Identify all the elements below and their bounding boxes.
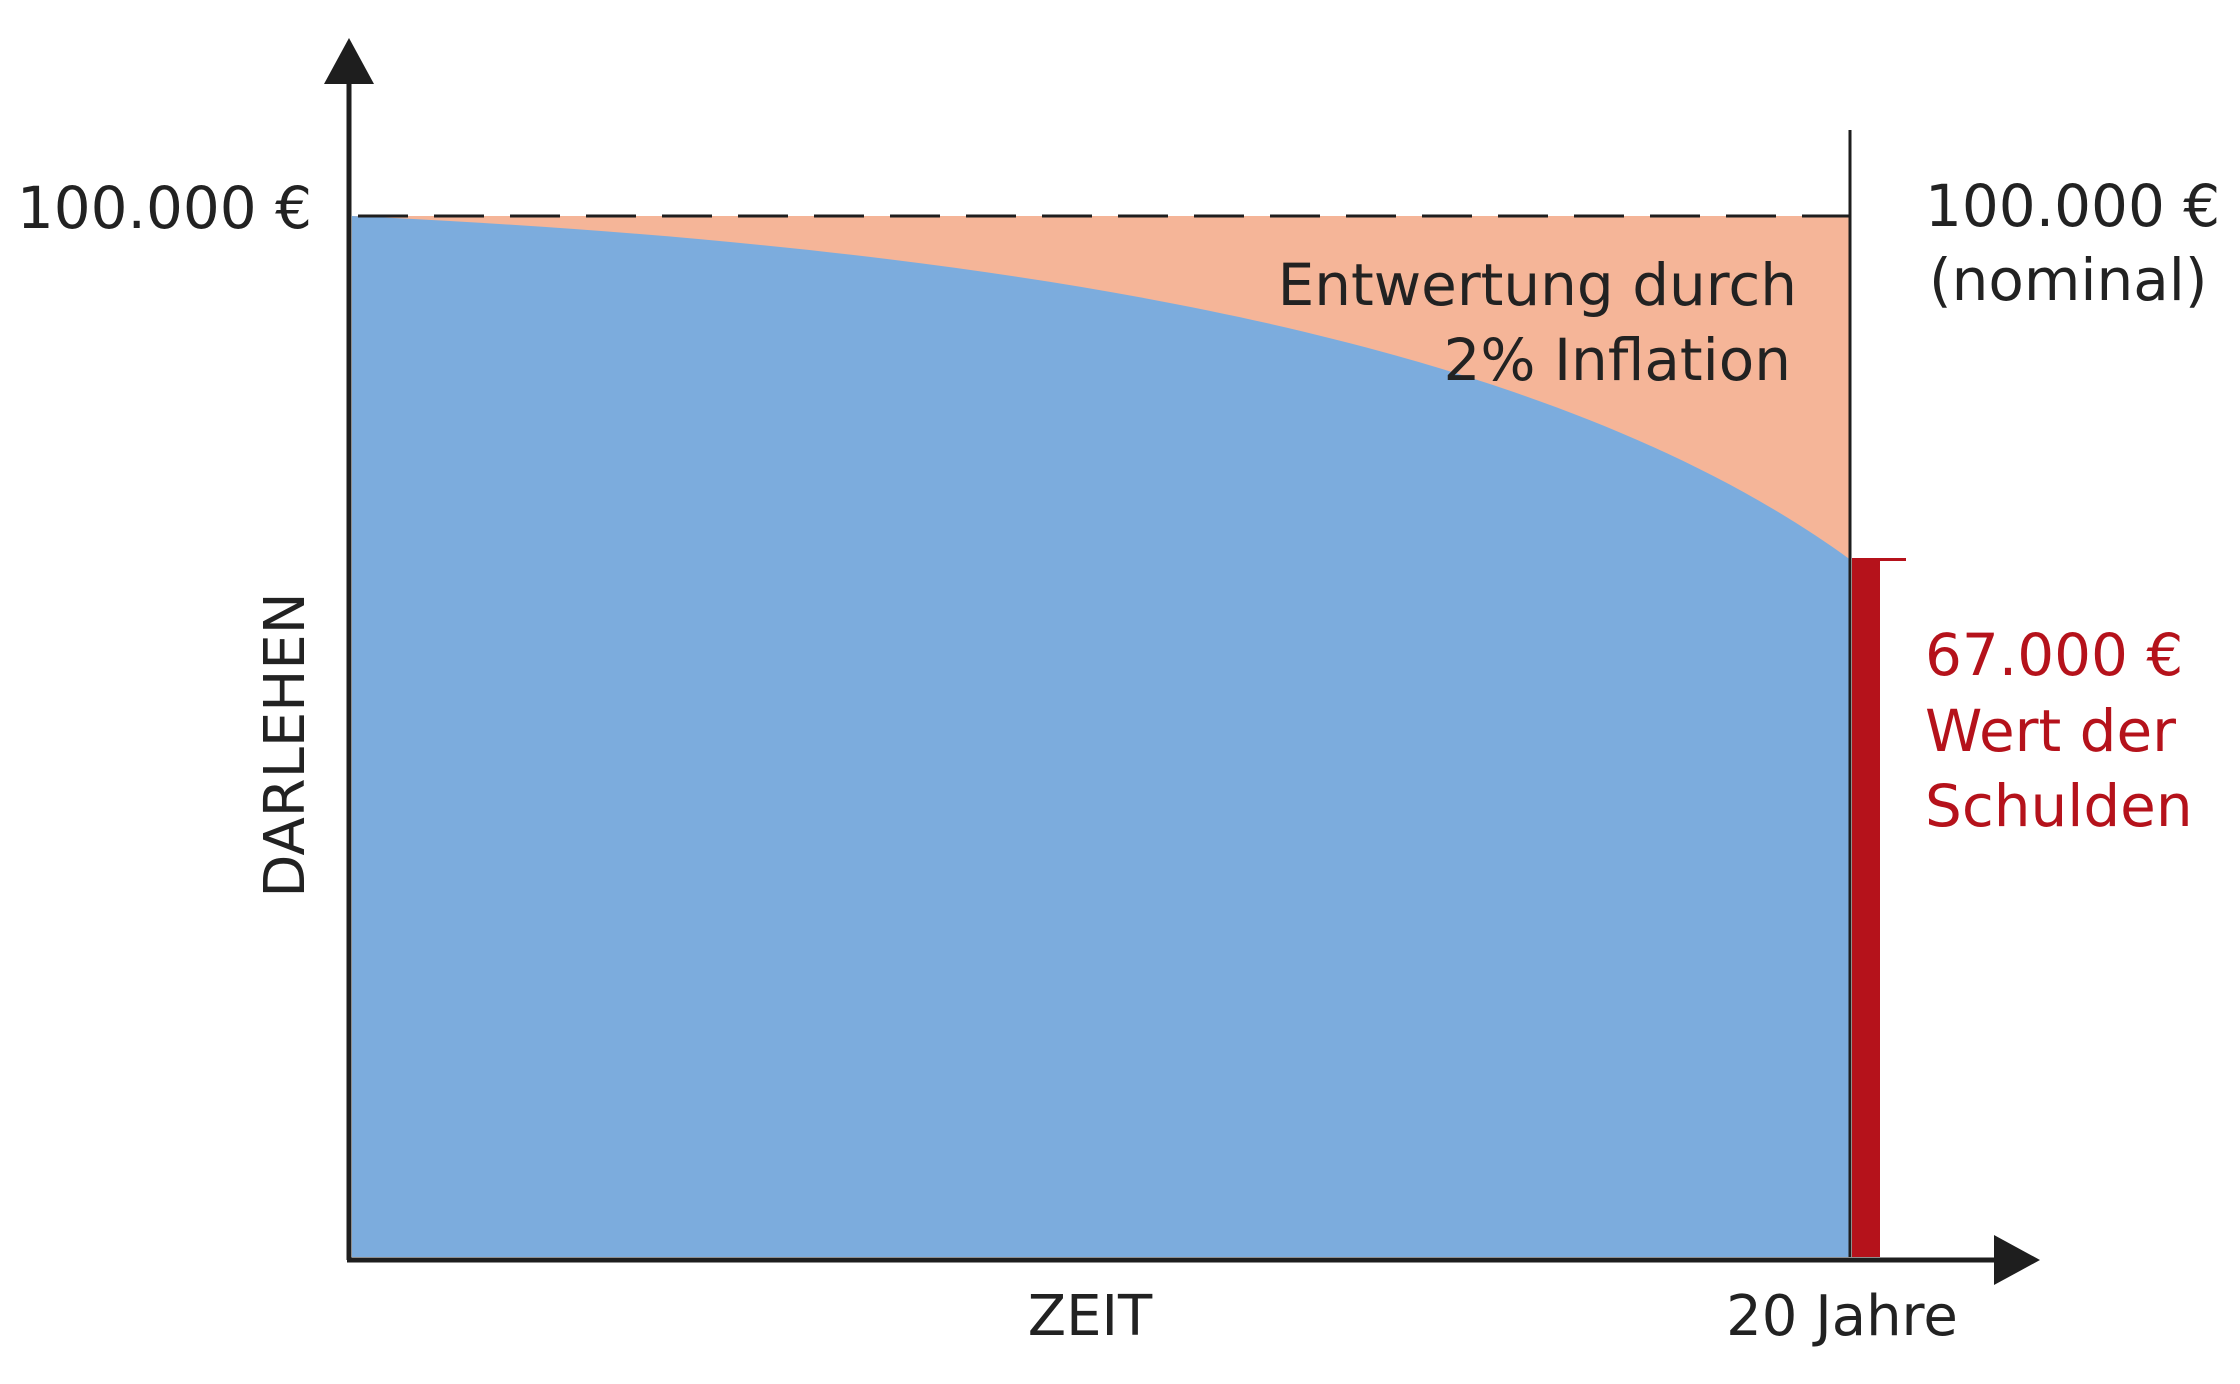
nominal-value-label-left: 100.000 €	[17, 174, 312, 242]
nominal-value-label-right: 100.000 €	[1925, 172, 2220, 240]
inflation-annotation-line1: Entwertung durch	[1278, 251, 1797, 319]
x-axis-end-label: 20 Jahre	[1726, 1284, 1958, 1349]
end-caption-line1: Wert der	[1925, 697, 2176, 765]
nominal-caption: (nominal)	[1929, 246, 2208, 314]
end-value-label: 67.000 €	[1925, 621, 2183, 689]
y-axis-arrowhead	[324, 38, 374, 84]
x-axis-label: ZEIT	[1028, 1284, 1153, 1349]
real-value-area	[352, 216, 1850, 1257]
end-caption-line2: Schulden	[1925, 772, 2193, 840]
y-axis-label: DARLEHEN	[253, 592, 318, 897]
real-debt-value-bar	[1852, 559, 1880, 1257]
inflation-annotation-line2: 2% Inflation	[1444, 326, 1792, 394]
x-axis-arrowhead	[1994, 1235, 2040, 1285]
